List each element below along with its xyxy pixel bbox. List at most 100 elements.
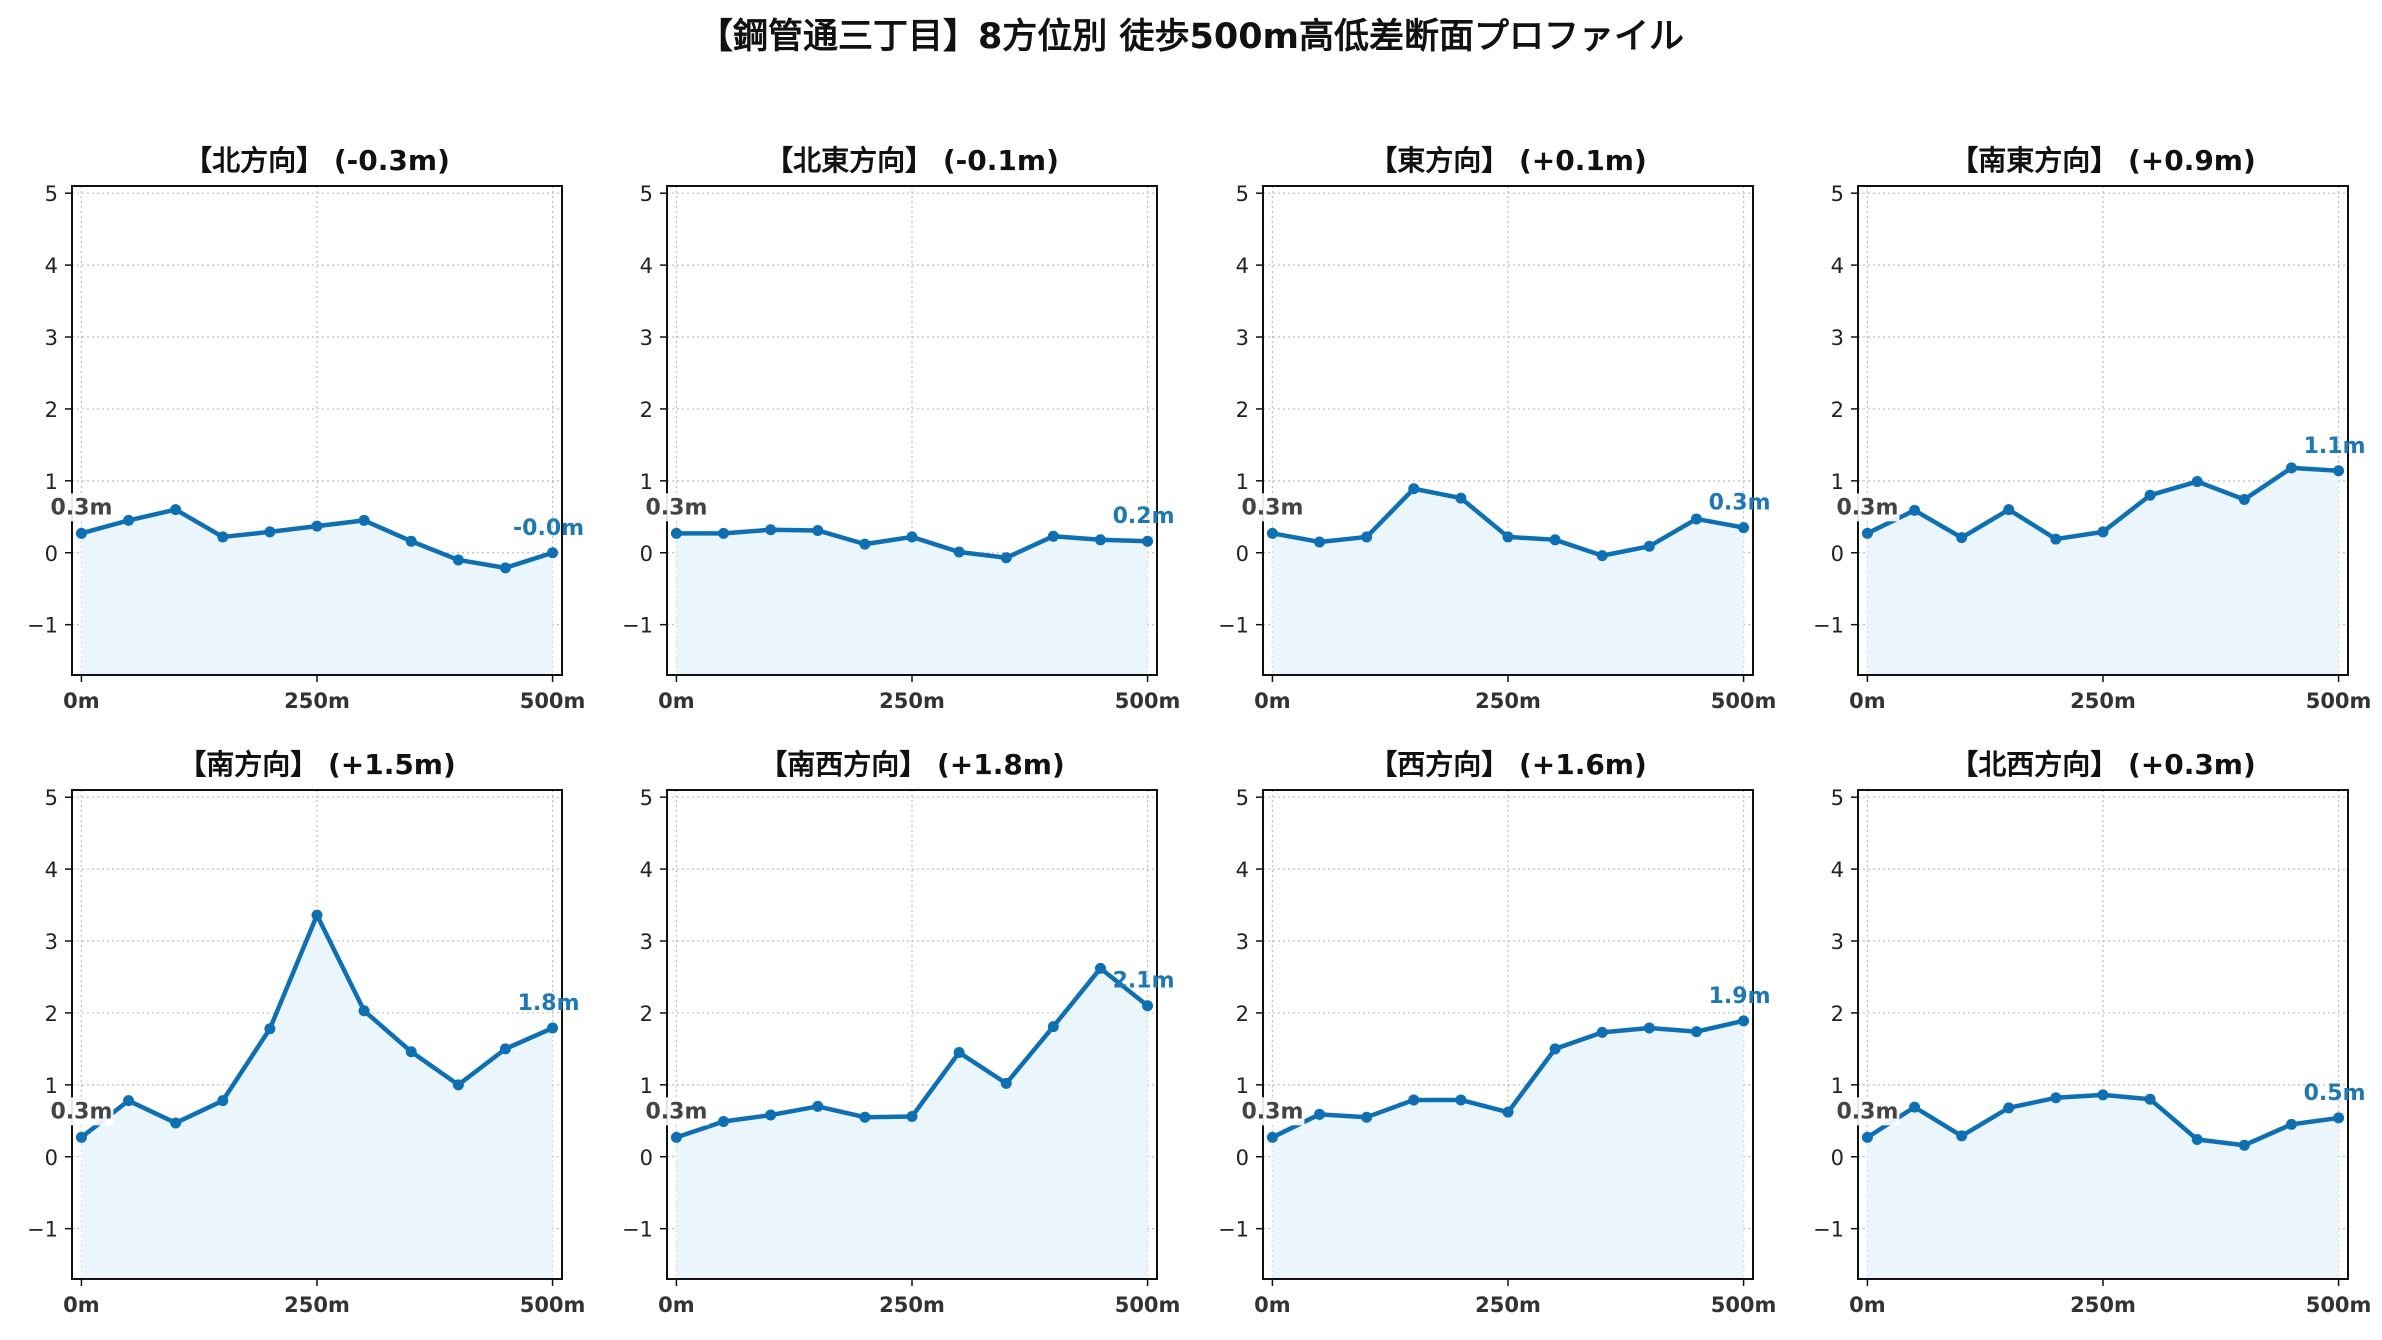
y-tick-label: 4 [640,858,653,882]
data-point [264,1023,276,1035]
data-point [1502,531,1514,543]
area-fill [81,915,553,1279]
start-label: 0.3m [645,495,707,520]
x-tick-label: 500m [2306,1293,2372,1317]
data-point [1266,1131,1278,1143]
end-label: 1.8m [518,991,580,1016]
panel-title: 【東方向】 (+0.1m) [1369,144,1647,177]
y-tick-label: −1 [622,614,653,638]
data-point [1314,536,1326,548]
data-point [2097,526,2109,538]
panel-title: 【北方向】 (-0.3m) [184,144,450,177]
data-point [953,1046,965,1058]
y-tick-label: 0 [45,542,58,566]
data-point [123,1095,135,1107]
y-tick-label: 1 [1236,470,1249,494]
y-tick-label: −1 [1218,614,1249,638]
x-tick-label: 250m [2070,689,2136,713]
data-point [358,514,370,526]
end-label: -0.0m [513,516,584,541]
data-point [906,1110,918,1122]
data-point [1909,504,1921,516]
y-tick-label: 0 [640,542,653,566]
data-point [123,514,135,526]
x-tick-label: 500m [2306,689,2372,713]
y-tick-label: −1 [27,1218,58,1242]
y-tick-label: 2 [1236,1002,1249,1026]
y-tick-label: 5 [1236,182,1249,206]
chart-panel-6: −1 0 1 2 3 4 5 0m 250m 500m 【南西方向】 (+1.8m) 0.3m 2.1m [622,748,1180,1317]
data-point [547,547,559,559]
data-point [1861,527,1873,539]
chart-panel-3: −1 0 1 2 3 4 5 0m 250m 500m 【東方向】 (+0.1m) 0.3m 0.3m [1218,144,1776,713]
data-point [1909,1101,1921,1113]
y-tick-label: 4 [640,254,653,278]
figure-title: 【鋼管通三丁目】8方位別 徒歩500m高低差断面プロファイル [697,17,1685,57]
y-tick-label: 3 [1236,326,1249,350]
x-tick-label: 250m [1475,689,1541,713]
data-point [1266,527,1278,539]
data-point [264,526,276,538]
data-point [670,1131,682,1143]
data-point [217,531,229,543]
data-point [217,1095,229,1107]
start-label: 0.3m [1241,1099,1303,1124]
chart-panel-7: −1 0 1 2 3 4 5 0m 250m 500m 【西方向】 (+1.6m) 0.3m 1.9m [1218,748,1776,1317]
y-tick-label: 3 [1236,930,1249,954]
end-label: 0.5m [2304,1081,2366,1106]
y-tick-label: 4 [1236,858,1249,882]
data-point [2238,494,2250,506]
y-tick-label: 5 [640,182,653,206]
data-point [812,524,824,536]
area-fill [1867,1094,2339,1279]
y-tick-label: 2 [1236,398,1249,422]
y-tick-label: 1 [45,1074,58,1098]
y-tick-label: 4 [1236,254,1249,278]
data-point [547,1022,559,1034]
data-point [2144,1093,2156,1105]
data-point [2285,462,2297,474]
y-tick-label: 1 [45,470,58,494]
y-tick-label: 2 [1831,398,1844,422]
end-label: 0.3m [1709,491,1771,516]
chart-panel-4: −1 0 1 2 3 4 5 0m 250m 500m 【南東方向】 (+0.9m) 0.3m 1.1m [1813,144,2371,713]
data-point [1596,1026,1608,1038]
y-tick-label: 1 [1236,1074,1249,1098]
data-point [2238,1139,2250,1151]
data-point [1142,1000,1154,1012]
x-tick-label: 0m [1849,1293,1886,1317]
y-tick-label: 3 [1831,930,1844,954]
data-point [2097,1089,2109,1101]
y-tick-label: 3 [640,326,653,350]
data-point [499,1043,511,1055]
data-point [170,504,182,516]
y-tick-label: −1 [1813,614,1844,638]
data-point [452,1079,464,1091]
y-tick-label: 1 [1831,1074,1844,1098]
area-fill [1867,467,2339,675]
data-point [2285,1118,2297,1130]
data-point [1314,1108,1326,1120]
chart-panel-2: −1 0 1 2 3 4 5 0m 250m 500m 【北東方向】 (-0.1m) 0.3m 0.2m [622,144,1180,713]
data-point [718,1116,730,1128]
panel-title: 【北東方向】 (-0.1m) [765,144,1059,177]
data-point [2191,1133,2203,1145]
area-fill [81,509,553,675]
start-label-bg [1835,493,1900,522]
x-tick-label: 250m [284,1293,350,1317]
start-label-bg [49,493,114,522]
data-point [311,909,323,921]
x-tick-label: 250m [2070,1293,2136,1317]
area-fill [1272,488,1744,675]
y-tick-label: 0 [1236,1146,1249,1170]
data-point [405,1046,417,1058]
x-tick-label: 500m [1115,689,1181,713]
y-tick-label: 5 [1236,786,1249,810]
y-tick-label: 5 [640,786,653,810]
y-tick-label: 0 [1831,542,1844,566]
data-point [1094,962,1106,974]
data-point [75,527,87,539]
panel-title: 【南東方向】 (+0.9m) [1950,144,2256,177]
start-label: 0.3m [645,1099,707,1124]
